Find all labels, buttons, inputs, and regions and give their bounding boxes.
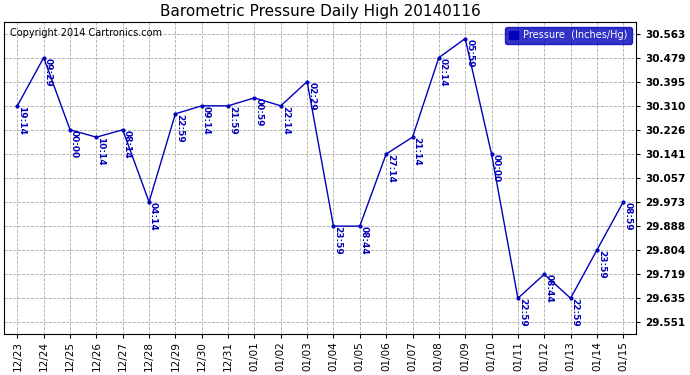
Text: 02:14: 02:14 [439,58,448,86]
Text: 09:14: 09:14 [201,106,210,135]
Text: 19:14: 19:14 [17,106,26,135]
Text: 05:59: 05:59 [465,39,474,67]
Text: 08:44: 08:44 [359,226,369,255]
Text: 08:59: 08:59 [623,202,632,231]
Text: Copyright 2014 Cartronics.com: Copyright 2014 Cartronics.com [10,28,162,38]
Text: 23:59: 23:59 [597,250,606,279]
Text: 00:00: 00:00 [70,130,79,158]
Text: 22:59: 22:59 [175,114,184,142]
Text: 08:44: 08:44 [544,274,553,303]
Text: 22:59: 22:59 [518,298,527,327]
Text: 00:59: 00:59 [255,98,264,126]
Text: 10:14: 10:14 [97,137,106,166]
Title: Barometric Pressure Daily High 20140116: Barometric Pressure Daily High 20140116 [160,4,481,19]
Text: 22:59: 22:59 [571,298,580,327]
Text: 23:59: 23:59 [333,226,342,255]
Text: 04:14: 04:14 [149,202,158,231]
Text: 27:14: 27:14 [386,154,395,183]
Legend: Pressure  (Inches/Hg): Pressure (Inches/Hg) [505,27,631,44]
Text: 21:14: 21:14 [413,137,422,166]
Text: 00:00: 00:00 [491,154,500,182]
Text: 09:29: 09:29 [43,58,52,86]
Text: 02:29: 02:29 [307,82,316,110]
Text: 21:59: 21:59 [228,106,237,135]
Text: 22:14: 22:14 [281,106,290,135]
Text: 08:14: 08:14 [123,130,132,158]
